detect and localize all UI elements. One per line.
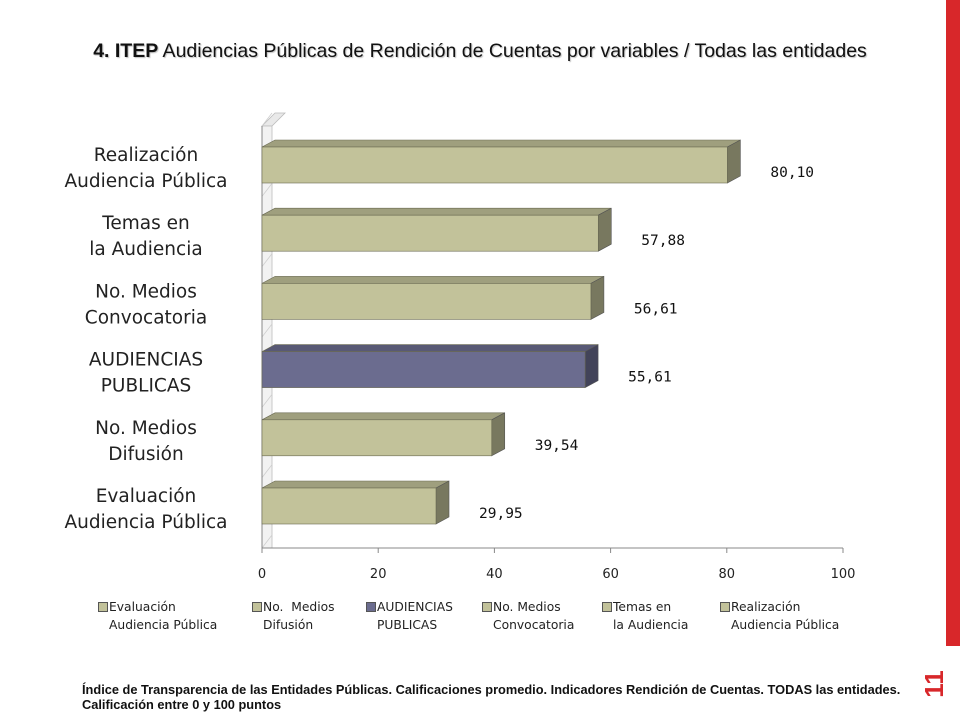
bar-chart: 0 20 40 60 80 100 80,10 Realización Audiencia Pú… — [65, 112, 856, 582]
bar-value-label: 80,10 — [770, 165, 814, 181]
bar-value-label: 56,61 — [634, 301, 678, 317]
legend-label: Temas en la Audiencia — [613, 600, 689, 632]
bar-side-face — [597, 207, 612, 252]
bar — [261, 487, 437, 525]
legend-swatch — [98, 602, 108, 612]
legend-entry: No. Medios Difusión — [252, 598, 335, 634]
slide-title-text: Audiencias Públicas de Rendición de Cuen… — [158, 40, 867, 62]
bar-value-label: 29,95 — [479, 506, 523, 522]
wall-top — [261, 112, 286, 127]
legend-label: No. Medios Convocatoria — [493, 600, 575, 632]
bar-top-face — [261, 207, 612, 216]
category-label: AUDIENCIAS PUBLICAS — [89, 350, 203, 397]
legend-entry: Realización Audiencia Pública — [720, 598, 839, 634]
slide-title: 4. ITEP Audiencias Públicas de Rendición… — [40, 38, 920, 65]
legend-entry: Temas en la Audiencia — [602, 598, 688, 634]
wall-gridline — [261, 112, 273, 127]
bar — [261, 214, 599, 252]
legend-entry: Evaluación Audiencia Pública — [98, 598, 217, 634]
wall-gridline — [261, 464, 273, 478]
wall-gridline — [261, 253, 273, 267]
bar-top-face — [261, 480, 450, 489]
legend-label: Evaluación Audiencia Pública — [109, 600, 218, 632]
chart-legend: Evaluación Audiencia Pública No. Medios D… — [98, 598, 878, 638]
legend-label: Realización Audiencia Pública — [731, 600, 840, 632]
legend-entry: AUDIENCIAS PUBLICAS — [366, 598, 453, 634]
x-tick-label: 20 — [370, 567, 387, 582]
legend-swatch — [252, 602, 262, 612]
accent-bar — [946, 0, 960, 646]
bar-value-label: 55,61 — [628, 370, 672, 386]
category-label: Temas en la Audiencia — [89, 213, 202, 260]
bar-side-face — [491, 412, 506, 457]
x-tick-label: 100 — [831, 567, 856, 582]
bar-top-face — [261, 276, 605, 284]
legend-label: No. Medios Difusión — [263, 600, 335, 632]
bar-top-face — [261, 412, 505, 421]
wall-gridline — [261, 183, 273, 197]
category-label: No. Medios Difusión — [95, 418, 197, 465]
legend-swatch — [482, 602, 492, 612]
legend-swatch — [720, 602, 730, 612]
slide-footer: Índice de Transparencia de las Entidades… — [82, 682, 901, 712]
wall-gridline — [261, 534, 273, 549]
x-tick-label: 40 — [486, 567, 503, 582]
bar-top-face — [261, 139, 741, 148]
category-label: No. Medios Convocatoria — [85, 281, 207, 328]
page-number: 11 — [919, 670, 949, 698]
category-label: Evaluación Audiencia Pública — [65, 486, 228, 533]
wall-gridline — [261, 323, 273, 338]
legend-entry: No. Medios Convocatoria — [482, 598, 574, 634]
wall-gridline — [261, 394, 273, 408]
bar-highlight — [261, 351, 586, 388]
bar-side-face — [435, 480, 450, 525]
slide-title-number: 4. ITEP — [93, 40, 159, 62]
legend-swatch — [366, 602, 376, 612]
x-tick-label: 60 — [602, 567, 619, 582]
x-tick-label: 0 — [258, 567, 266, 582]
legend-swatch — [602, 602, 612, 612]
bar-top-face — [261, 344, 599, 352]
legend-label: AUDIENCIAS PUBLICAS — [377, 600, 453, 632]
bar — [261, 283, 592, 320]
bar — [261, 146, 728, 184]
bar — [261, 419, 493, 457]
category-label: Realización Audiencia Pública — [65, 145, 228, 192]
bar-side-face — [584, 344, 599, 389]
bar-side-face — [727, 139, 741, 184]
bar-value-label: 57,88 — [641, 233, 685, 249]
bar-side-face — [590, 275, 605, 320]
x-tick-label: 80 — [719, 567, 736, 582]
bar-value-label: 39,54 — [535, 438, 579, 454]
